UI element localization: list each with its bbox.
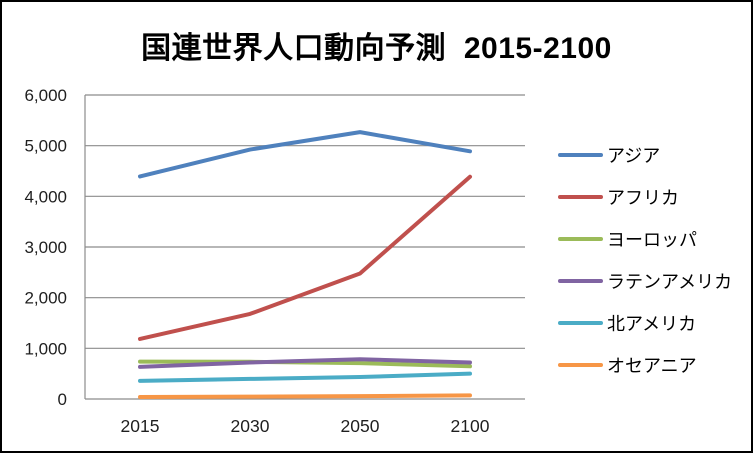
y-tick-label: 3,000 xyxy=(24,238,67,257)
y-tick-label: 5,000 xyxy=(24,137,67,156)
y-tick-label: 1,000 xyxy=(24,339,67,358)
legend-line-swatch xyxy=(558,279,603,283)
legend-item: オセアニア xyxy=(558,344,732,386)
series-line xyxy=(138,393,472,400)
x-tick-label: 2030 xyxy=(231,416,270,436)
legend-label: アフリカ xyxy=(607,188,679,208)
series-line xyxy=(138,174,472,341)
y-tick-label: 4,000 xyxy=(24,187,67,206)
x-tick-label: 2050 xyxy=(341,416,380,436)
legend-label: アジア xyxy=(607,146,661,166)
legend-item: ラテンアメリカ xyxy=(558,260,732,302)
legend-line-swatch xyxy=(558,195,603,199)
legend-item: 北アメリカ xyxy=(558,302,732,344)
legend-item: アフリカ xyxy=(558,176,732,218)
legend: アジアアフリカヨーロッパラテンアメリカ 北アメリカオセアニア xyxy=(558,134,732,386)
chart-title: 国連世界人口動向予測 2015-2100 xyxy=(141,32,612,65)
legend-line-swatch xyxy=(558,363,603,367)
x-tick-label: 2100 xyxy=(451,416,490,436)
x-tick-label: 2015 xyxy=(121,416,160,436)
legend-label: ヨーロッパ xyxy=(607,230,697,250)
legend-label: 北アメリカ xyxy=(607,314,697,334)
legend-label: オセアニア xyxy=(607,356,697,376)
y-tick-label: 0 xyxy=(58,390,67,409)
series-line xyxy=(138,371,472,383)
y-tick-label: 6,000 xyxy=(24,86,67,105)
legend-line-swatch xyxy=(558,237,603,241)
y-tick-label: 2,000 xyxy=(24,289,67,308)
legend-item: アジア xyxy=(558,134,732,176)
legend-line-swatch xyxy=(558,153,603,157)
legend-line-swatch xyxy=(558,321,603,325)
series-line xyxy=(138,130,472,179)
legend-item: ヨーロッパ xyxy=(558,218,732,260)
series-line xyxy=(138,357,472,369)
legend-label: ラテンアメリカ xyxy=(607,272,733,292)
